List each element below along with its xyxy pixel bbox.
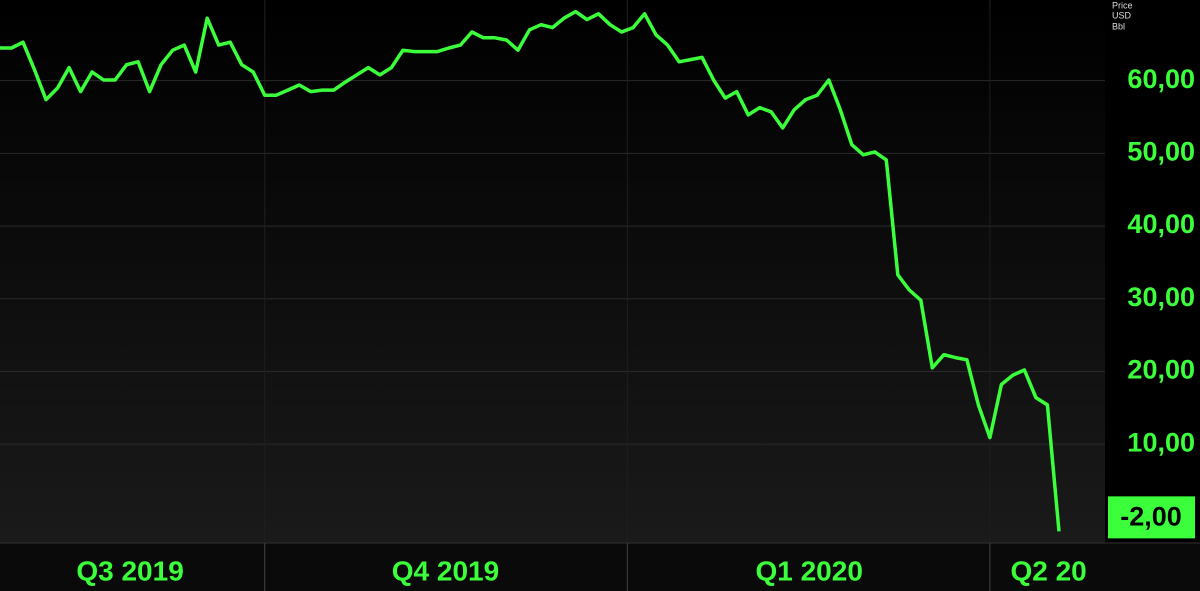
- x-tick-label: Q4 2019: [392, 555, 499, 586]
- unit-label: Bbl: [1112, 21, 1125, 31]
- y-tick-label: 50,00: [1127, 137, 1195, 167]
- y-tick-label: 30,00: [1127, 282, 1195, 312]
- unit-label: USD: [1112, 10, 1132, 20]
- axis-panel: [1105, 0, 1200, 543]
- price-line: [0, 9, 1061, 532]
- y-tick-label: 10,00: [1127, 427, 1195, 457]
- y-tick-label: 20,00: [1127, 355, 1195, 385]
- unit-label: Price: [1112, 0, 1133, 10]
- y-tick-label: 60,00: [1127, 64, 1195, 94]
- x-tick-label: Q1 2020: [755, 555, 862, 586]
- x-tick-label: Q2 20: [1010, 555, 1086, 586]
- y-tick-label: 40,00: [1127, 209, 1195, 239]
- x-tick-label: Q3 2019: [76, 555, 183, 586]
- plot-background: [0, 0, 1105, 543]
- last-value-label: -2,00: [1120, 501, 1182, 531]
- last-value-box: [1108, 496, 1195, 539]
- x-axis-band: [0, 543, 1200, 591]
